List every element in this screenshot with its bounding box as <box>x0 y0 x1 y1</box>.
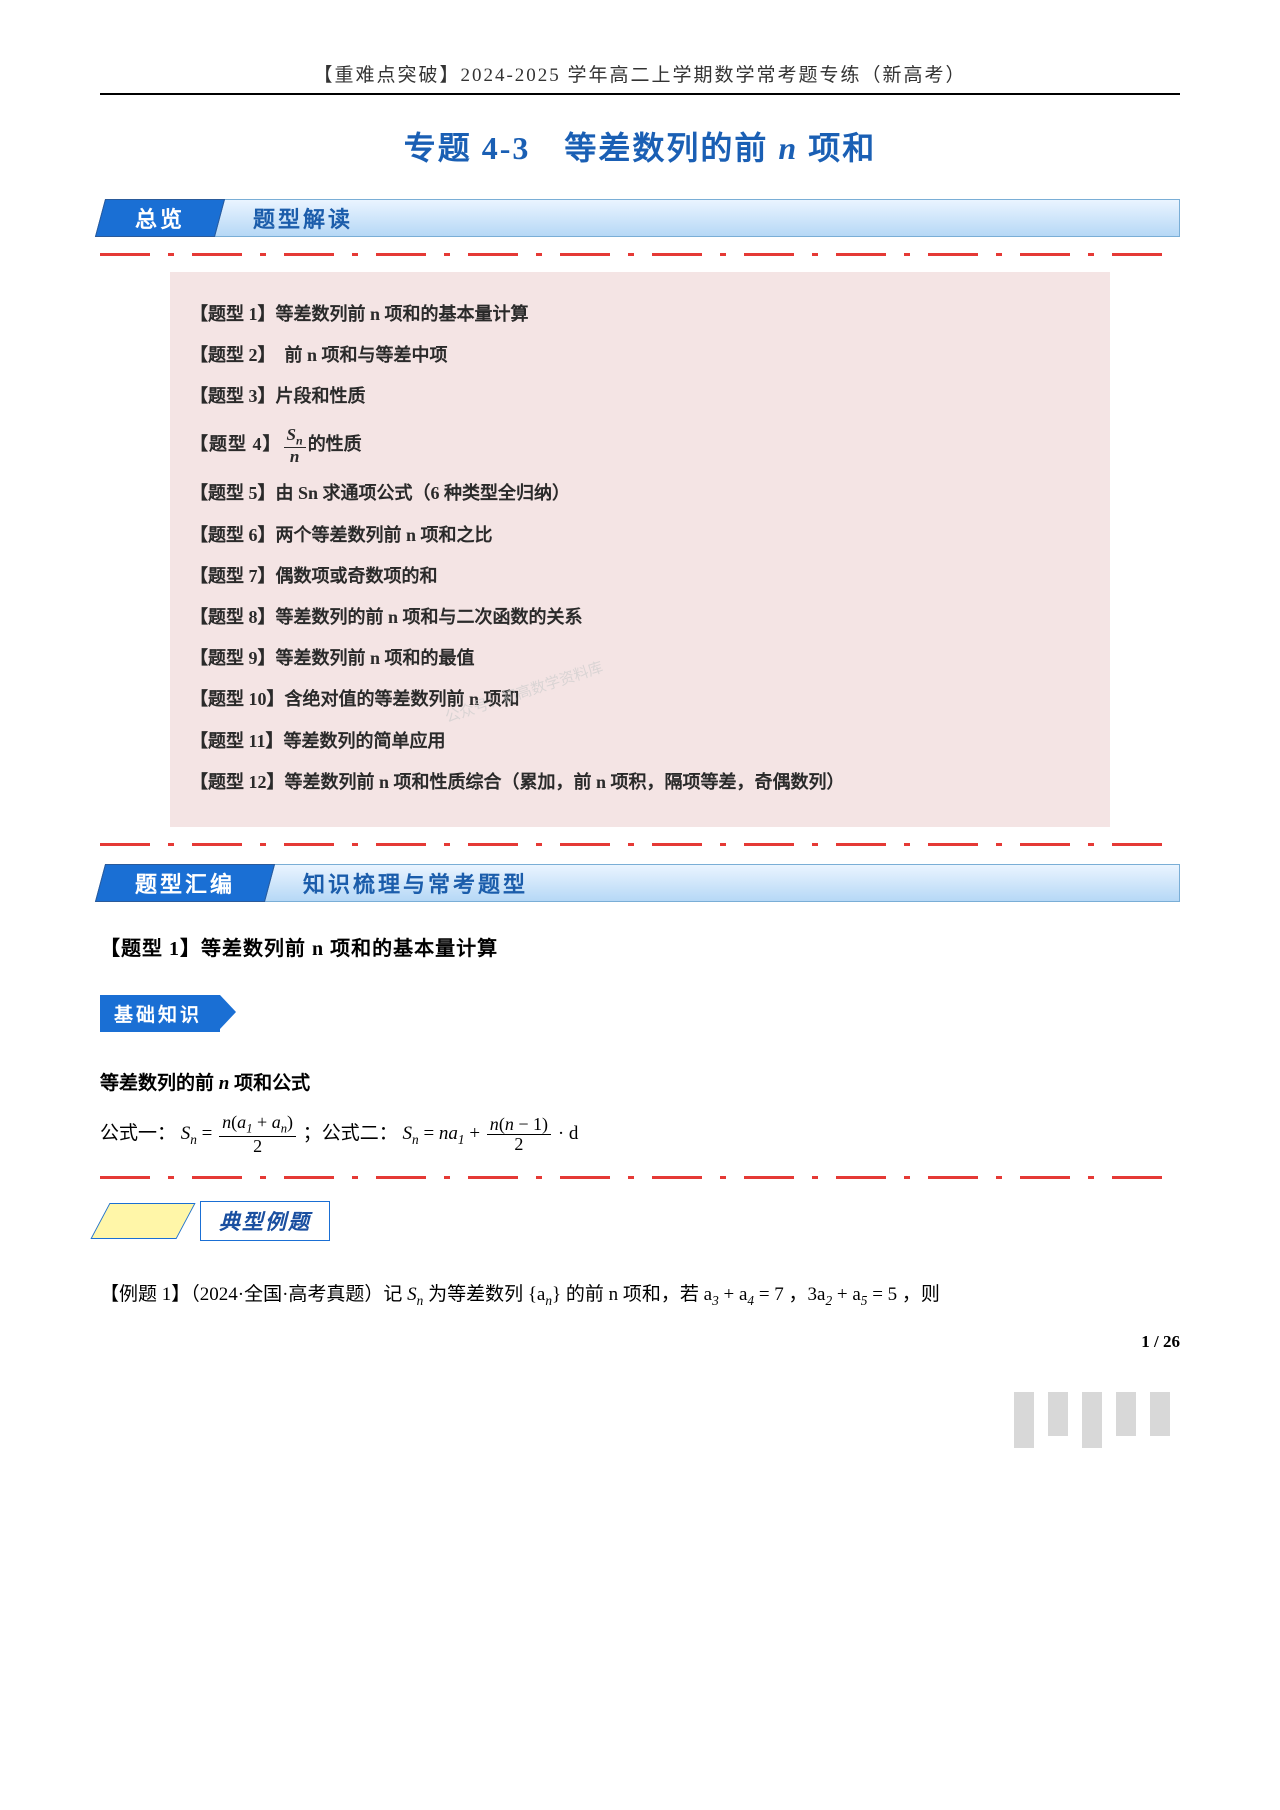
title-n: n <box>778 130 798 166</box>
type-list-box: 【题型 1】等差数列前 n 项和的基本量计算 【题型 2】 前 n 项和与等差中… <box>170 272 1110 827</box>
p-m2: } 的前 n 项和，若 a <box>552 1284 712 1305</box>
type-item-4: 【题型 4】Snn的性质 <box>190 426 1090 466</box>
f-num-s: S <box>287 425 297 444</box>
p-m6: = 5 ，则 <box>867 1284 939 1305</box>
type4-pre: 【题型 4】 <box>190 434 282 454</box>
title-suffix: 项和 <box>798 130 876 166</box>
type-item-11: 【题型 11】等差数列的简单应用 <box>190 729 1090 754</box>
page-number: 1 / 26 <box>100 1332 1180 1352</box>
type-item-9: 【题型 9】等差数列前 n 项和的最值 <box>190 646 1090 671</box>
sub-heading-type1: 【题型 1】等差数列前 n 项和的基本量计算 <box>100 932 1180 961</box>
deco-bar <box>1082 1392 1102 1448</box>
f2-den: 2 <box>487 1134 551 1154</box>
overview-tab: 总览 <box>95 199 225 237</box>
f1-den: 2 <box>219 1136 296 1156</box>
p-lead: 【例题 1】（2024·全国·高考真题）记 <box>100 1284 407 1305</box>
type-item-1: 【题型 1】等差数列前 n 项和的基本量计算 <box>190 302 1090 327</box>
type4-post: 的性质 <box>308 434 362 454</box>
f-sep: ；公式二： <box>303 1123 398 1144</box>
divider-red-2 <box>100 843 1180 846</box>
f-num-sub: n <box>296 433 303 447</box>
deco-bar <box>1150 1392 1170 1436</box>
f1-eq: = <box>202 1123 217 1144</box>
p-m4: = 7 ，3a <box>754 1284 825 1305</box>
f2-frac: n(n − 1) 2 <box>487 1115 551 1154</box>
formula-heading: 等差数列的前 n 项和公式 <box>100 1068 1180 1095</box>
deco-bar <box>1116 1392 1136 1436</box>
type-item-12: 【题型 12】等差数列前 n 项和性质综合（累加，前 n 项积，隔项等差，奇偶数… <box>190 770 1090 795</box>
f2-d: · d <box>558 1123 579 1144</box>
badge-basic-knowledge: 基础知识 <box>100 995 220 1032</box>
problem-1: 【例题 1】（2024·全国·高考真题）记 Sn 为等差数列 {an} 的前 n… <box>100 1279 1180 1312</box>
section-compile: 题型汇编 知识梳理与常考题型 <box>100 864 1180 902</box>
example-label-row: 典型例题 <box>100 1201 1180 1241</box>
divider-red-3 <box>100 1176 1180 1179</box>
compile-tab-label: 题型汇编 <box>135 867 235 899</box>
f1-S: S <box>181 1123 191 1144</box>
overview-tab-label: 总览 <box>135 202 185 234</box>
type-item-7: 【题型 7】偶数项或奇数项的和 <box>190 564 1090 589</box>
type4-fraction: Snn <box>284 426 306 466</box>
p-m5: + a <box>832 1284 861 1305</box>
bottom-decoration <box>100 1392 1180 1448</box>
page-title: 专题 4-3 等差数列的前 n 项和 <box>100 123 1180 169</box>
compile-title: 知识梳理与常考题型 <box>262 864 1180 902</box>
type-item-3: 【题型 3】片段和性质 <box>190 384 1090 409</box>
type-item-2: 【题型 2】 前 n 项和与等差中项 <box>190 343 1090 368</box>
f-den: n <box>284 447 306 466</box>
p-Sn: S <box>407 1284 417 1305</box>
p-m1: 为等差数列 {a <box>423 1284 545 1305</box>
example-label: 典型例题 <box>200 1201 330 1241</box>
section-overview: 总览 题型解读 <box>100 199 1180 237</box>
type-item-8: 【题型 8】等差数列的前 n 项和与二次函数的关系 <box>190 605 1090 630</box>
deco-bar <box>1048 1392 1068 1436</box>
compile-tab: 题型汇编 <box>95 864 275 902</box>
type-item-5: 【题型 5】由 Sn 求通项公式（6 种类型全归纳） <box>190 481 1090 506</box>
p-m3: + a <box>719 1284 748 1305</box>
f2-S: S <box>403 1123 413 1144</box>
f1-lead: 公式一： <box>100 1123 176 1144</box>
parallelogram-icon <box>90 1203 195 1239</box>
overview-title: 题型解读 <box>212 199 1180 237</box>
formula-line: 公式一： Sn = n(a1 + an) 2 ；公式二： Sn = na1 + … <box>100 1113 1180 1156</box>
page-header: 【重难点突破】2024-2025 学年高二上学期数学常考题专练（新高考） <box>100 60 1180 87</box>
f2-plus: + <box>469 1123 484 1144</box>
type-item-10: 【题型 10】含绝对值的等差数列前 n 项和 公众号：初高数学资料库 <box>190 687 1090 712</box>
title-prefix: 专题 4-3 等差数列的前 <box>404 130 779 166</box>
type-item-6: 【题型 6】两个等差数列前 n 项和之比 <box>190 523 1090 548</box>
header-underline <box>100 93 1180 95</box>
deco-bar <box>1014 1392 1034 1448</box>
f1-frac: n(a1 + an) 2 <box>219 1113 296 1156</box>
divider-red <box>100 253 1180 256</box>
